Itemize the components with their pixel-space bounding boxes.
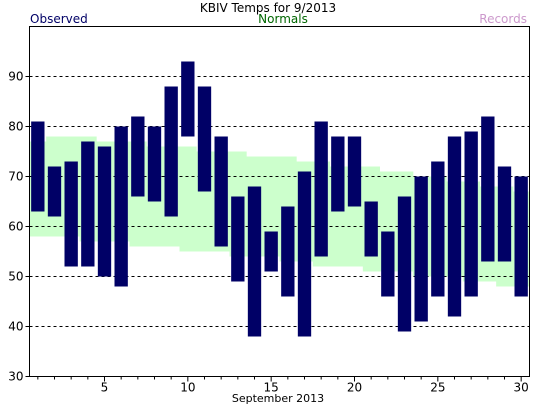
y-tick-label: 40 <box>8 320 23 334</box>
x-tick-label: 25 <box>430 381 445 395</box>
observed-bar <box>514 176 528 297</box>
y-tick-label: 30 <box>8 370 23 384</box>
observed-bar <box>397 196 412 332</box>
x-tick-label: 5 <box>101 381 109 395</box>
observed-bar <box>264 231 278 272</box>
plot-frame <box>29 26 530 377</box>
observed-bar <box>414 176 428 322</box>
observed-bar <box>464 131 478 297</box>
observed-bar <box>147 126 162 202</box>
y-axis: 30 40 50 60 70 80 90 <box>8 70 30 384</box>
observed-bar <box>131 116 145 197</box>
normals-bar <box>179 146 197 252</box>
x-tick-label: 30 <box>514 381 529 395</box>
observed-bar <box>214 136 228 247</box>
x-axis-label: September 2013 <box>232 392 324 405</box>
observed-bar <box>497 166 512 262</box>
observed-bar <box>381 231 395 297</box>
observed-bars <box>31 61 528 337</box>
y-tick-label: 60 <box>8 220 23 234</box>
observed-bar <box>347 136 362 207</box>
x-tick-label: 10 <box>180 381 195 395</box>
observed-bar <box>281 206 295 297</box>
observed-bar <box>97 146 112 277</box>
observed-bar <box>447 136 462 317</box>
observed-bar <box>164 86 178 217</box>
observed-bar <box>431 161 445 297</box>
observed-bar <box>31 121 45 212</box>
observed-bar <box>231 196 245 282</box>
grid-lines <box>29 76 530 327</box>
observed-bar <box>481 116 495 262</box>
observed-bar <box>81 141 95 267</box>
observed-bar <box>297 171 312 337</box>
observed-bar <box>114 126 128 287</box>
observed-bar <box>47 166 62 217</box>
legend-records: Records <box>479 12 527 26</box>
observed-bar <box>314 121 328 257</box>
x-tick-label: 15 <box>264 381 279 395</box>
observed-bar <box>331 136 345 212</box>
y-tick-label: 50 <box>8 270 23 284</box>
legend-normals: Normals <box>258 12 308 26</box>
observed-bar <box>64 161 78 267</box>
y-tick-label: 80 <box>8 120 23 134</box>
x-axis: 5 10 15 20 25 30 <box>37 376 529 395</box>
observed-bar <box>247 186 262 337</box>
observed-bar <box>364 201 378 257</box>
x-tick-label: 20 <box>347 381 362 395</box>
chart-title: KBIV Temps for 9/2013 <box>200 1 336 15</box>
legend-observed: Observed <box>30 12 88 26</box>
observed-bar <box>181 61 195 137</box>
y-tick-label: 70 <box>8 170 23 184</box>
observed-bar <box>197 86 212 192</box>
y-tick-label: 90 <box>8 70 23 84</box>
